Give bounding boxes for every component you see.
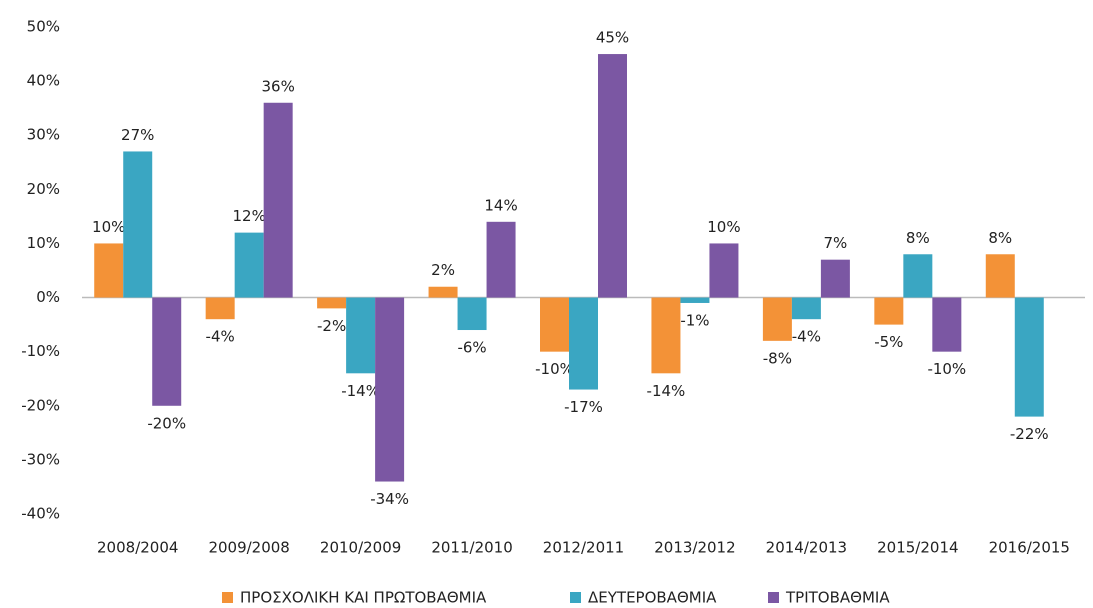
bar [123,151,153,298]
data-label: 10% [92,218,125,236]
bar [263,102,293,298]
data-label: 10% [707,218,740,236]
data-label: 14% [484,196,517,214]
data-label: -5% [874,333,903,351]
data-label: -2% [317,317,346,335]
legend-swatch [222,592,233,603]
bar [932,297,962,352]
data-label: -14% [647,382,686,400]
bar [762,297,792,341]
data-label: -10% [927,360,966,378]
x-tick-label: 2016/2015 [989,539,1070,557]
bar [985,254,1015,298]
data-label: 12% [232,207,265,225]
bar [791,297,821,320]
bar [317,297,347,309]
data-label: -17% [564,398,603,416]
y-tick-label: -10% [21,342,60,360]
bar [680,297,710,303]
y-tick-label: 0% [36,288,60,306]
x-tick-label: 2012/2011 [543,539,624,557]
bar [375,297,405,482]
data-label: 8% [906,229,930,247]
data-label: -1% [680,311,709,329]
legend-label: ΤΡΙΤΟΒΑΘΜΙΑ [785,589,890,607]
data-label: 36% [261,77,294,95]
x-tick-label: 2008/2004 [97,539,178,557]
y-tick-label: -20% [21,396,60,414]
data-label: -10% [535,360,574,378]
x-tick-label: 2010/2009 [320,539,401,557]
x-tick-label: 2013/2012 [654,539,735,557]
data-label: -14% [341,382,380,400]
legend-label: ΠΡΟΣΧΟΛΙΚΗ ΚΑΙ ΠΡΩΤΟΒΑΘΜΙΑ [240,589,487,607]
data-label: 8% [988,229,1012,247]
bar [457,297,487,331]
data-label: -8% [763,349,792,367]
bar [709,243,739,298]
data-label: -20% [147,414,186,432]
bar [94,243,124,298]
bar [874,297,904,325]
bar [346,297,376,374]
bar [903,254,933,298]
data-label: -4% [206,328,235,346]
bar [598,54,627,298]
y-tick-label: 40% [27,72,60,90]
legend-label: ΔΕΥΤΕΡΟΒΑΘΜΙΑ [588,589,717,607]
data-label: -4% [792,328,821,346]
bar [428,286,458,298]
bar [205,297,235,320]
x-tick-label: 2015/2014 [877,539,958,557]
legend-swatch [768,592,779,603]
x-tick-label: 2009/2008 [208,539,289,557]
y-tick-label: -30% [21,450,60,468]
bar [152,297,182,406]
data-label: -6% [457,339,486,357]
bar [820,259,850,298]
data-label: 2% [431,261,455,279]
bar [1014,297,1044,417]
y-tick-label: 50% [27,18,60,36]
bar [234,232,264,298]
bar [569,297,598,390]
bar [486,221,516,298]
data-label: -34% [370,490,409,508]
data-label: 27% [121,126,154,144]
legend-swatch [570,592,581,603]
y-tick-label: 20% [27,180,60,198]
y-tick-label: -40% [21,505,60,523]
bar [540,297,569,352]
x-tick-label: 2014/2013 [766,539,847,557]
x-tick-label: 2011/2010 [431,539,512,557]
y-tick-label: 30% [27,126,60,144]
data-label: 45% [596,29,629,47]
data-label: 7% [823,234,847,252]
y-tick-label: 10% [27,234,60,252]
bar [651,297,681,374]
data-label: -22% [1010,425,1049,443]
